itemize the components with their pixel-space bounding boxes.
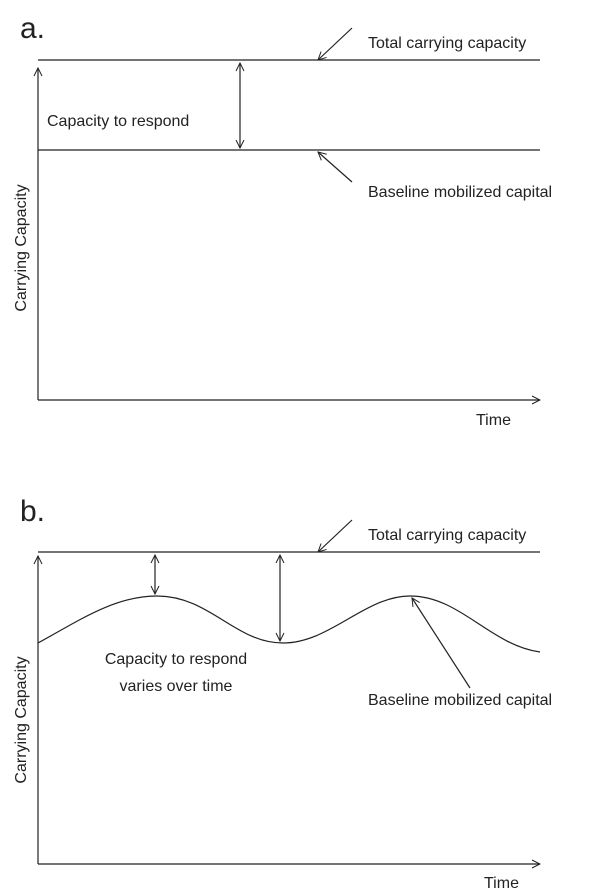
pointer-arrow (318, 27, 353, 60)
pointer-arrow (318, 152, 353, 183)
baseline-label: Baseline mobilized capital (368, 184, 552, 201)
pointer-arrow (318, 519, 353, 552)
annotation: Capacity to respond (105, 651, 247, 668)
y-axis-label: Carrying Capacity (13, 656, 30, 783)
panel-a: a. Total carrying capacity Baseline mobi… (13, 12, 552, 429)
pointer-arrow (412, 598, 471, 689)
y-axis-label: Carrying Capacity (13, 184, 30, 311)
x-axis-label: Time (484, 875, 519, 892)
panel-label: b. (20, 495, 45, 528)
top-line-label: Total carrying capacity (368, 35, 526, 52)
panel-label: a. (20, 12, 45, 45)
panel-b: b. Total carrying capacity Baseline mobi… (13, 495, 552, 892)
annotation: varies over time (120, 678, 233, 695)
baseline-label: Baseline mobilized capital (368, 692, 552, 709)
baseline-curve (37, 595, 541, 653)
annotation: Capacity to respond (47, 113, 189, 130)
x-axis-label: Time (476, 412, 511, 429)
top-line-label: Total carrying capacity (368, 527, 526, 544)
